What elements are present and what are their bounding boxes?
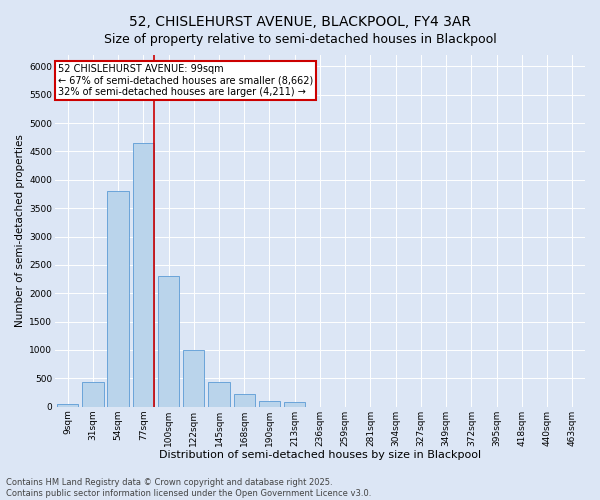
Bar	[57, 404, 78, 406]
Text: 52 CHISLEHURST AVENUE: 99sqm
← 67% of semi-detached houses are smaller (8,662)
3: 52 CHISLEHURST AVENUE: 99sqm ← 67% of se…	[58, 64, 313, 97]
Bar	[208, 382, 230, 406]
Text: Size of property relative to semi-detached houses in Blackpool: Size of property relative to semi-detach…	[104, 32, 496, 46]
Bar	[233, 394, 255, 406]
Bar	[284, 402, 305, 406]
Bar	[259, 401, 280, 406]
Text: Contains HM Land Registry data © Crown copyright and database right 2025.
Contai: Contains HM Land Registry data © Crown c…	[6, 478, 371, 498]
Text: 52, CHISLEHURST AVENUE, BLACKPOOL, FY4 3AR: 52, CHISLEHURST AVENUE, BLACKPOOL, FY4 3…	[129, 15, 471, 29]
X-axis label: Distribution of semi-detached houses by size in Blackpool: Distribution of semi-detached houses by …	[159, 450, 481, 460]
Bar	[158, 276, 179, 406]
Bar	[133, 143, 154, 406]
Bar	[183, 350, 205, 406]
Bar	[107, 191, 129, 406]
Y-axis label: Number of semi-detached properties: Number of semi-detached properties	[15, 134, 25, 328]
Bar	[82, 382, 104, 406]
